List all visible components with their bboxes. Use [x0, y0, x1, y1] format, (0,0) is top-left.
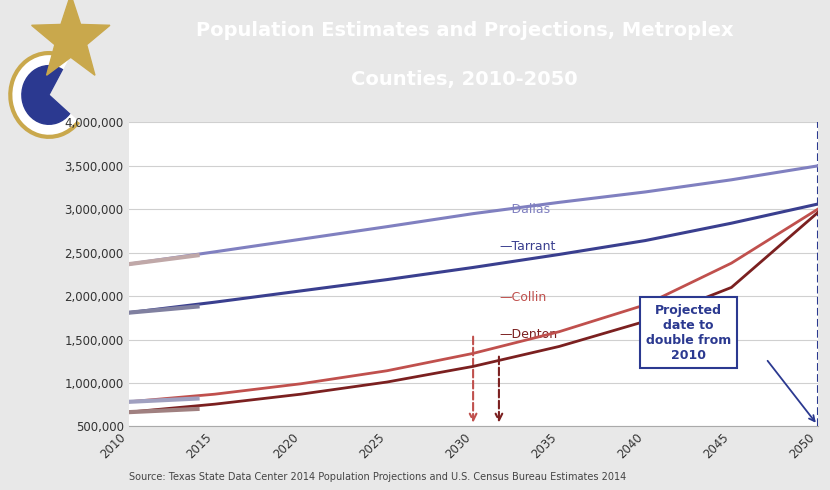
Text: —Denton: —Denton — [499, 328, 557, 341]
Text: —Tarrant: —Tarrant — [499, 240, 555, 253]
Polygon shape — [32, 0, 110, 75]
Text: Projected
date to
double from
2010: Projected date to double from 2010 — [646, 304, 731, 362]
Text: Source: Texas State Data Center 2014 Population Projections and U.S. Census Bure: Source: Texas State Data Center 2014 Pop… — [129, 472, 626, 482]
Text: —Dallas: —Dallas — [499, 203, 550, 216]
Text: —Collin: —Collin — [499, 292, 546, 304]
Wedge shape — [22, 66, 70, 124]
Text: Population Estimates and Projections, Metroplex: Population Estimates and Projections, Me… — [196, 22, 734, 40]
Text: Counties, 2010-2050: Counties, 2010-2050 — [351, 70, 579, 89]
Wedge shape — [10, 53, 79, 137]
